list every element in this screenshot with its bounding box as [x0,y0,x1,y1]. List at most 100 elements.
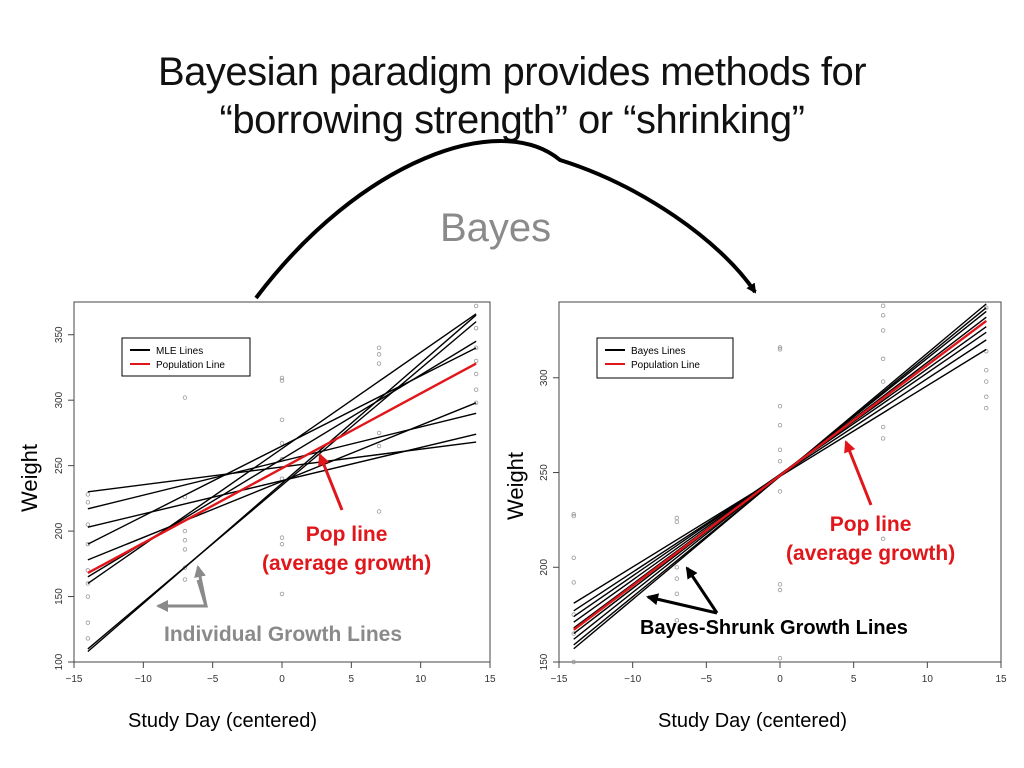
left-ytick-label: 250 [54,457,65,474]
left-individual-line [87,412,477,510]
left-xtick-label: 0 [279,674,285,685]
left-data-point [376,361,382,366]
right-xtick-label: −10 [624,674,641,685]
left-data-point [85,636,91,641]
left-xtick-label: −10 [135,674,152,685]
left-data-point [279,591,285,597]
left-legend-label: MLE Lines [156,346,203,357]
right-ytick-label: 200 [539,558,550,575]
left-data-point [473,303,479,309]
right-data-point [571,580,576,585]
left-ytick-label: 200 [54,522,65,539]
right-data-point [777,345,783,350]
right-xtick-label: 0 [777,674,783,685]
right-data-point [674,618,680,623]
chart-left-svg: −15 −10 −5 0 5 10 15 100 150 200 250 300 350 MLE Line… [54,301,496,685]
chart-left-panel: −15 −10 −5 0 5 10 15 100 150 200 250 300 350 MLE Line… [30,300,496,700]
left-data-point [473,387,479,392]
left-individual-line [87,321,477,650]
left-data-point [376,345,382,351]
left-data-point [85,541,91,547]
left-data-point [279,541,285,547]
right-pop-line-sub: (average growth) [786,542,956,565]
left-data-point [279,378,285,383]
left-data-point [473,325,479,331]
left-data-point [376,443,382,449]
right-ytick-label: 300 [539,369,550,386]
right-shrunk-arrow-1 [685,566,719,614]
right-data-point [571,555,576,560]
left-xtick-label: 15 [484,674,496,685]
right-data-point [880,356,886,362]
right-data-point [674,565,680,570]
left-data-point [279,417,285,423]
left-ytick-label: 350 [54,326,65,343]
slide-title-line-2: “borrowing strength” or “shrinking” [219,98,805,142]
right-data-point [880,328,886,333]
left-data-point [182,538,188,543]
left-ytick-label: 100 [54,653,65,670]
right-data-point [777,347,783,352]
left-data-point [182,395,188,400]
left-data-point [376,430,382,436]
right-data-point [777,587,783,593]
right-ylabel: Weight [503,451,529,521]
left-xlabel: Study Day (centered) [128,710,317,732]
right-pop-line-label: Pop line [829,513,912,536]
right-data-point [674,576,680,581]
left-data-point [85,581,91,586]
left-data-point [376,352,382,357]
right-data-point [777,404,783,409]
slide-title-line-1: Bayesian paradigm provides methods for [157,50,867,94]
right-data-point [571,631,576,636]
right-data-point [674,519,680,524]
right-xlabel: Study Day (centered) [658,710,847,732]
right-data-point [880,303,886,308]
right-xtick-label: 10 [922,674,934,685]
right-data-point [571,512,576,517]
left-data-point [182,547,188,552]
left-legend-box [121,337,251,377]
right-data-point [880,436,886,441]
left-data-point [473,345,479,351]
left-data-point [473,358,479,364]
right-data-point [571,659,576,665]
chart-right-svg: −15 −10 −5 0 5 10 15 150 200 250 300 Bayes Lines Pop… [539,301,1007,685]
right-data-point [777,582,783,587]
right-data-point [880,536,886,542]
individual-lines-annotation: Individual Growth Lines [164,623,403,646]
right-data-point [777,458,783,464]
left-pop-line-label: Pop line [305,523,388,546]
chart-right-panel: −15 −10 −5 0 5 10 15 150 200 250 300 Bayes Lines Pop… [515,300,1015,700]
right-data-point [984,305,989,310]
bayes-label: Bayes [440,206,552,250]
left-data-point [279,441,285,446]
left-ylabel: Weight [17,443,43,513]
left-data-point [85,594,91,599]
right-legend-box [596,337,734,379]
right-xtick-label: −15 [551,674,568,685]
left-data-point [85,500,91,505]
left-data-point [182,528,188,534]
left-individual-arrow-2 [194,565,208,607]
slide-title: Bayesian paradigm provides methods for “… [0,48,1024,144]
right-ytick-label: 250 [539,464,550,481]
right-xtick-label: 5 [851,674,857,685]
left-data-point [376,509,382,514]
right-xtick-label: −5 [701,674,713,685]
left-data-point [85,522,91,527]
right-data-point [880,379,886,384]
left-pop-line-sub: (average growth) [262,552,432,575]
left-pop-line-annotation: Pop line (average growth) [262,520,431,578]
left-pop-arrow [318,453,344,511]
right-data-point [984,379,989,384]
left-individual-line [87,314,477,653]
right-xtick-label: 15 [995,674,1007,685]
right-shrunk-arrow-2 [646,593,718,615]
right-data-point [674,591,680,596]
right-pop-line-annotation: Pop line (average growth) [786,510,955,568]
left-ytick-label: 150 [54,588,65,605]
left-xtick-label: 5 [349,674,355,685]
right-data-point [880,313,886,318]
